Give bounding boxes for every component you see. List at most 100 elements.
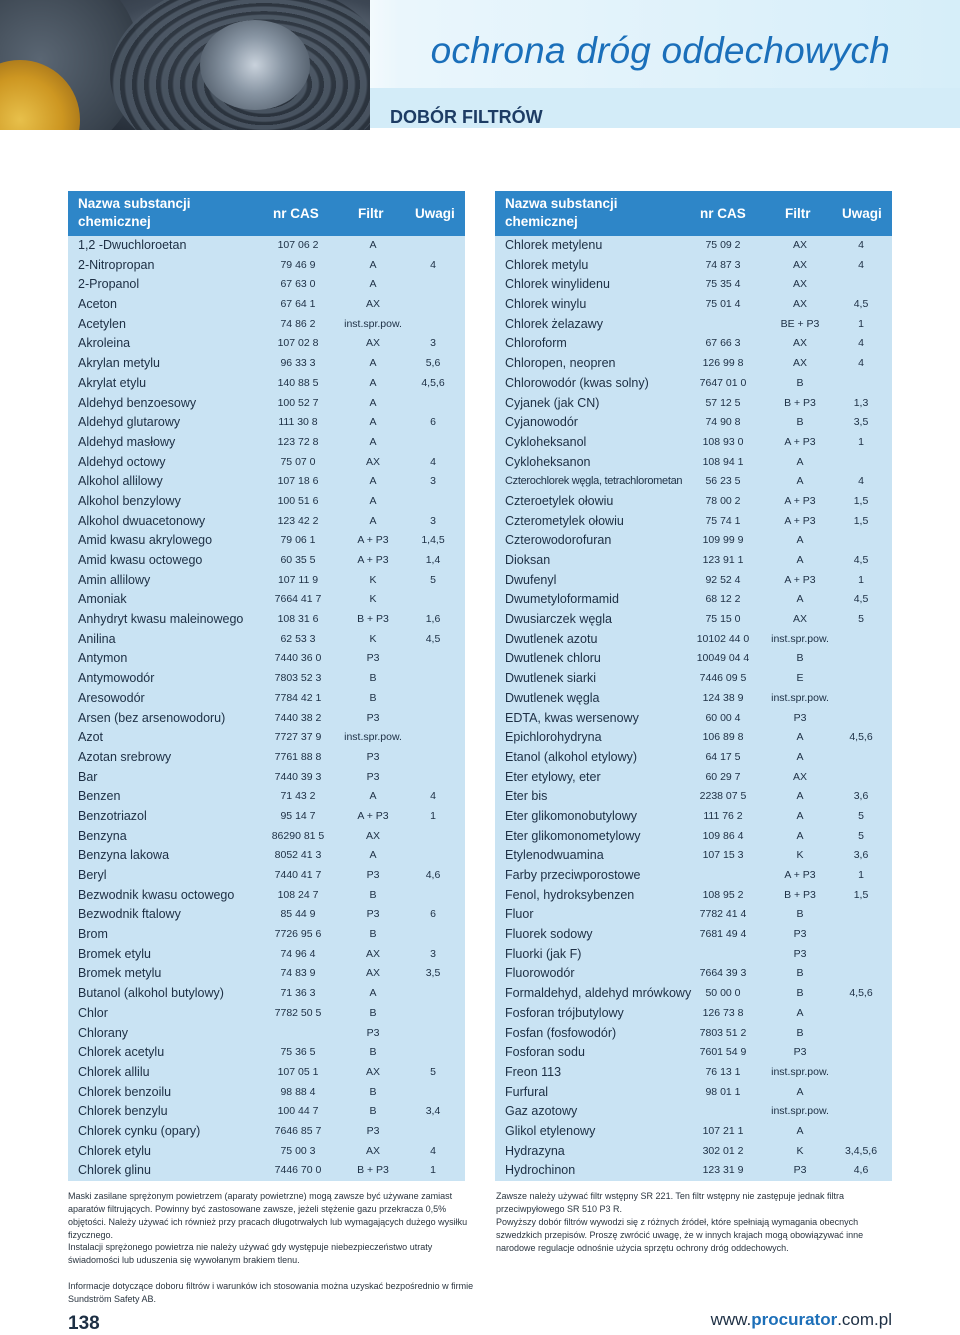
substance-name: Antymowodór bbox=[78, 671, 155, 686]
filter-type: inst.spr.pow. bbox=[771, 1065, 829, 1078]
table-row: Benzotriazol 95 14 7 A + P3 1 bbox=[68, 807, 465, 827]
filter-type: AX bbox=[792, 298, 807, 311]
table-row: Etanol (alkohol etylowy) 64 17 5 A bbox=[495, 748, 892, 768]
substance-name: Hydrazyna bbox=[505, 1143, 565, 1158]
filter-type: K bbox=[796, 1144, 804, 1157]
filter-type: AX bbox=[792, 337, 807, 350]
notes-value: 4 bbox=[858, 337, 864, 350]
substance-name: Chlorek winylu bbox=[505, 297, 587, 312]
filter-type: A + P3 bbox=[784, 869, 816, 881]
table-row: Chlorek cynku (opary) 7646 85 7 P3 bbox=[68, 1122, 465, 1142]
filter-type: inst.spr.pow. bbox=[771, 691, 829, 704]
table-row: Amid kwasu octowego 60 35 5 A + P3 1,4 bbox=[68, 551, 465, 571]
table-row: Farby przeciwporostowe A + P3 1 bbox=[495, 866, 892, 886]
cas-number: 10049 04 4 bbox=[696, 652, 750, 665]
cas-number: 7782 41 4 bbox=[699, 908, 747, 921]
filter-type: P3 bbox=[366, 1124, 380, 1137]
cas-number: 7782 50 5 bbox=[274, 1006, 322, 1019]
table-row: Eter glikomonobutylowy 111 76 2 A 5 bbox=[495, 807, 892, 827]
substance-name: Freon 113 bbox=[505, 1064, 562, 1079]
substance-name: Beryl bbox=[78, 868, 107, 882]
header-cas: nr CAS bbox=[273, 206, 319, 221]
table-row: Beryl 7440 41 7 P3 4,6 bbox=[68, 866, 465, 886]
header-substance: Nazwa substancji chemicznej bbox=[78, 196, 191, 229]
table-row: Dwusiarczek węgla 75 15 0 AX 5 bbox=[495, 610, 892, 630]
cas-number: 107 05 1 bbox=[277, 1065, 319, 1078]
notes-value: 4,5 bbox=[853, 298, 869, 311]
table-row: Dwutlenek siarki 7446 09 5 E bbox=[495, 669, 892, 689]
filter-type: AX bbox=[365, 455, 380, 468]
table-body: Chlorek metylenu 75 09 2 AX 4 Chlorek metylu… bbox=[495, 236, 892, 1181]
cas-number: 96 33 3 bbox=[280, 357, 316, 370]
table-row: Fluorki (jak F) P3 bbox=[495, 945, 892, 965]
table-row: Chlorek żelazawy BE + P3 1 bbox=[495, 315, 892, 335]
filter-type: A + P3 bbox=[784, 573, 816, 586]
substance-name: Amoniak bbox=[78, 592, 127, 607]
header-filter: Filtr bbox=[785, 206, 811, 221]
notes-value: 1,5 bbox=[853, 494, 869, 507]
cas-number: 7446 09 5 bbox=[699, 672, 747, 685]
filter-type: B bbox=[369, 1085, 377, 1098]
substance-name: Chlorowodór (kwas solny) bbox=[505, 375, 649, 390]
notes-value: 4,6 bbox=[425, 869, 441, 881]
table-row: Alkohol dwuacetonowy 123 42 2 A 3 bbox=[68, 512, 465, 532]
filter-type: A bbox=[369, 278, 377, 291]
header-substance: Nazwa substancji chemicznej bbox=[505, 196, 618, 229]
filter-type: A bbox=[369, 494, 377, 507]
cas-number: 60 35 5 bbox=[280, 554, 316, 566]
filter-type: B bbox=[369, 928, 377, 941]
filter-type: P3 bbox=[366, 652, 380, 665]
filter-type: B bbox=[796, 987, 804, 1000]
filter-type: AX bbox=[365, 829, 380, 842]
cas-number: 74 96 4 bbox=[280, 947, 316, 960]
cas-number: 140 88 5 bbox=[277, 376, 319, 389]
filter-type: A bbox=[796, 534, 804, 547]
filter-type: B bbox=[369, 1046, 377, 1059]
substance-name: Etylenodwuamina bbox=[505, 848, 604, 863]
substance-name: Benzotriazol bbox=[78, 808, 147, 823]
notes-value: 4 bbox=[858, 258, 864, 271]
table-row: Fluor 7782 41 4 B bbox=[495, 905, 892, 925]
cas-number: 75 07 0 bbox=[280, 455, 316, 468]
substance-name: Aceton bbox=[78, 297, 117, 312]
substance-name: Dwutlenek siarki bbox=[505, 671, 597, 686]
substance-name: Fluorki (jak F) bbox=[505, 946, 582, 961]
substance-name: Chlorek metylu bbox=[505, 257, 589, 272]
substance-name: Cykloheksanon bbox=[505, 454, 591, 469]
filter-type: P3 bbox=[366, 711, 380, 724]
filter-type: B + P3 bbox=[357, 1164, 389, 1177]
substance-name: Alkohol dwuacetonowy bbox=[78, 513, 206, 528]
notes-value: 3,4,5,6 bbox=[844, 1144, 878, 1157]
table-row: Chlorek benzylu 100 44 7 B 3,4 bbox=[68, 1102, 465, 1122]
filter-type: AX bbox=[792, 239, 807, 251]
cas-number: 60 00 4 bbox=[705, 711, 741, 724]
substance-name: Bromek etylu bbox=[78, 946, 151, 961]
cas-number: 78 00 2 bbox=[705, 494, 741, 507]
notes-value: 4 bbox=[430, 1144, 436, 1157]
cas-number: 123 42 2 bbox=[277, 514, 319, 527]
cas-number: 107 21 1 bbox=[702, 1124, 744, 1137]
footnote-regulations: Powyższy dobór filtrów wywodzi się z róż… bbox=[496, 1217, 864, 1253]
filter-type: AX bbox=[792, 357, 807, 370]
notes-value: 1,5 bbox=[853, 888, 869, 901]
cas-number: 7761 88 8 bbox=[274, 750, 322, 763]
cas-number: 67 63 0 bbox=[280, 278, 316, 291]
notes-value: 3,4 bbox=[425, 1105, 441, 1118]
table-row: Chlorek glinu 7446 70 0 B + P3 1 bbox=[68, 1161, 465, 1181]
notes-value: 3,6 bbox=[853, 790, 869, 803]
filter-type: P3 bbox=[366, 1026, 380, 1039]
cas-number: 75 09 2 bbox=[705, 239, 741, 251]
substance-name: Bezwodnik ftalowy bbox=[78, 907, 181, 922]
cas-number: 74 86 2 bbox=[280, 317, 316, 330]
cas-number: 71 36 3 bbox=[280, 987, 316, 1000]
website-link[interactable]: www.procurator.com.pl bbox=[711, 1310, 892, 1330]
substance-name: Bezwodnik kwasu octowego bbox=[78, 887, 235, 902]
filter-type: AX bbox=[792, 770, 807, 783]
cas-number: 8052 41 3 bbox=[274, 849, 322, 862]
filter-type: AX bbox=[365, 1144, 380, 1157]
table-body: 1,2 -Dwuchloroetan 107 06 2 A 2-Nitropropan… bbox=[68, 236, 465, 1181]
cas-number: 67 66 3 bbox=[705, 337, 741, 350]
cas-number: 109 99 9 bbox=[702, 534, 744, 547]
substance-name: Eter bis bbox=[505, 789, 548, 804]
cas-number: 67 64 1 bbox=[280, 298, 316, 311]
